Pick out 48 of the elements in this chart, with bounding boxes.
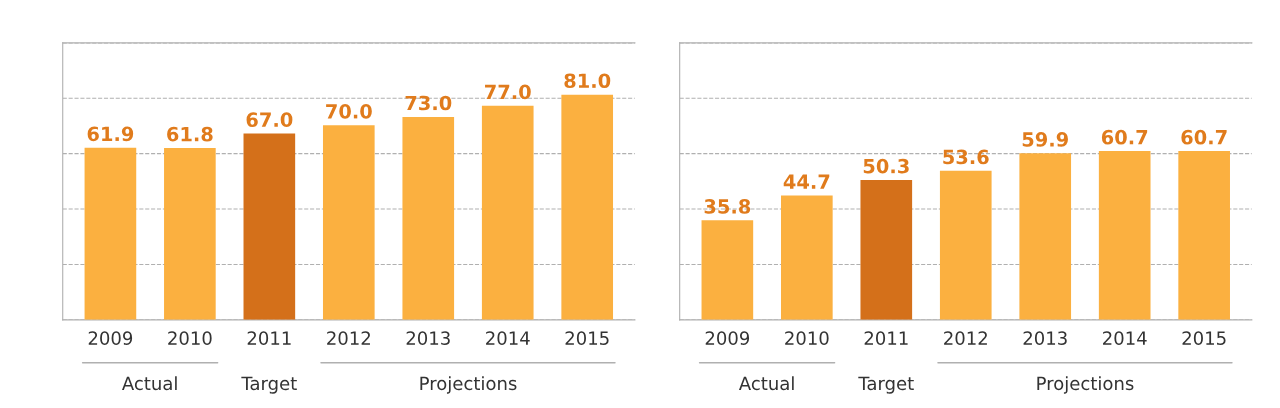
data-label: 50.3 [863,158,909,174]
text: Target [241,376,297,394]
x-tick-label: 2012 [944,331,987,345]
bar [561,94,614,320]
x-tick-label: 2015 [565,331,609,345]
data-label: 77.0 [485,84,531,100]
data-label: 61.8 [167,126,213,142]
data-label: 61.9 [87,126,134,142]
data-label: 81.0 [564,73,611,89]
text: Target [858,376,914,394]
bar [1178,151,1230,320]
data-label: 53.6 [943,149,989,165]
x-tick-label: 2014 [486,331,530,345]
x-tick-label: 2013 [1023,331,1067,345]
bar [402,116,455,320]
bar [84,147,137,320]
data-label: 60.7 [1101,129,1148,145]
data-label: 59.9 [1022,132,1068,147]
data-label: 35.8 [704,199,751,214]
bar [164,148,216,320]
bar [1098,151,1151,320]
text: Actual [738,376,794,391]
x-tick-label: 2010 [168,331,212,345]
x-tick-label: 2012 [327,331,370,345]
x-tick-label: 2013 [406,331,450,345]
x-tick-label: 2014 [1103,331,1147,345]
bar [243,133,296,320]
data-label: 70.0 [326,103,372,119]
x-tick-label: 2011 [247,331,291,345]
data-label: 73.0 [405,95,452,111]
data-label: 60.7 [1181,129,1227,145]
bar [701,220,754,320]
bar [939,170,992,320]
bar [860,180,913,320]
text: Actual [121,376,177,391]
bar [481,105,534,320]
x-tick-label: 2009 [88,331,133,345]
x-tick-label: 2011 [864,331,908,345]
x-tick-label: 2009 [705,331,750,345]
x-tick-label: 2010 [785,331,829,345]
data-label: 44.7 [783,174,830,189]
text: Projections [420,376,517,394]
bar [1019,153,1072,320]
data-label: 67.0 [246,112,293,128]
x-tick-label: 2015 [1182,331,1226,345]
bar [322,125,375,320]
text: Projections [1037,376,1134,394]
bar [781,195,833,320]
